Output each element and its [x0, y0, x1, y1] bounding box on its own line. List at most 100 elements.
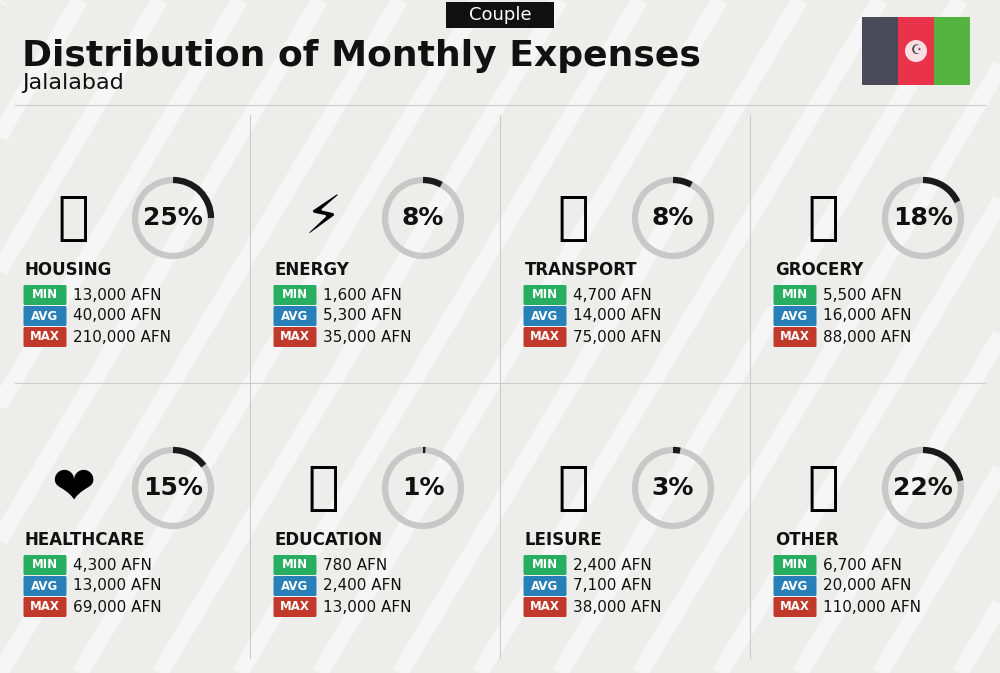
FancyBboxPatch shape [274, 597, 316, 617]
Text: HOUSING: HOUSING [25, 261, 112, 279]
Text: 🛍: 🛍 [557, 462, 589, 514]
Text: 13,000 AFN: 13,000 AFN [323, 600, 412, 614]
Text: MAX: MAX [30, 330, 60, 343]
Text: MAX: MAX [530, 330, 560, 343]
Text: AVG: AVG [781, 310, 809, 322]
Text: MIN: MIN [282, 559, 308, 571]
FancyBboxPatch shape [524, 285, 566, 305]
Text: 🛒: 🛒 [807, 192, 839, 244]
Text: MIN: MIN [532, 559, 558, 571]
FancyBboxPatch shape [24, 327, 66, 347]
Text: 210,000 AFN: 210,000 AFN [73, 330, 171, 345]
FancyBboxPatch shape [774, 597, 816, 617]
Text: ☪: ☪ [910, 44, 922, 57]
Text: 35,000 AFN: 35,000 AFN [323, 330, 412, 345]
Text: AVG: AVG [31, 310, 59, 322]
Text: 2,400 AFN: 2,400 AFN [573, 557, 652, 573]
Text: 3%: 3% [652, 476, 694, 500]
Text: 25%: 25% [143, 206, 203, 230]
Text: 4,700 AFN: 4,700 AFN [573, 287, 652, 302]
FancyBboxPatch shape [774, 285, 816, 305]
Text: 1,600 AFN: 1,600 AFN [323, 287, 402, 302]
Text: OTHER: OTHER [775, 531, 839, 549]
Text: MIN: MIN [282, 289, 308, 302]
Text: 14,000 AFN: 14,000 AFN [573, 308, 661, 324]
Text: LEISURE: LEISURE [525, 531, 603, 549]
FancyBboxPatch shape [898, 17, 934, 85]
FancyBboxPatch shape [24, 285, 66, 305]
Text: Couple: Couple [469, 6, 531, 24]
Text: MAX: MAX [280, 600, 310, 614]
Text: Distribution of Monthly Expenses: Distribution of Monthly Expenses [22, 39, 701, 73]
FancyBboxPatch shape [24, 306, 66, 326]
Text: 🎓: 🎓 [307, 462, 339, 514]
FancyBboxPatch shape [24, 576, 66, 596]
FancyBboxPatch shape [774, 555, 816, 575]
Text: 🚌: 🚌 [557, 192, 589, 244]
Text: MAX: MAX [280, 330, 310, 343]
Text: TRANSPORT: TRANSPORT [525, 261, 638, 279]
Text: 40,000 AFN: 40,000 AFN [73, 308, 161, 324]
Text: 22%: 22% [893, 476, 953, 500]
FancyBboxPatch shape [524, 555, 566, 575]
FancyBboxPatch shape [524, 597, 566, 617]
FancyBboxPatch shape [524, 327, 566, 347]
FancyBboxPatch shape [274, 285, 316, 305]
Text: AVG: AVG [531, 579, 559, 592]
Text: MIN: MIN [32, 559, 58, 571]
Text: 38,000 AFN: 38,000 AFN [573, 600, 662, 614]
Text: HEALTHCARE: HEALTHCARE [25, 531, 146, 549]
FancyBboxPatch shape [774, 327, 816, 347]
FancyBboxPatch shape [274, 555, 316, 575]
Text: 6,700 AFN: 6,700 AFN [823, 557, 902, 573]
Text: 13,000 AFN: 13,000 AFN [73, 579, 162, 594]
FancyBboxPatch shape [524, 306, 566, 326]
FancyBboxPatch shape [774, 306, 816, 326]
Text: Jalalabad: Jalalabad [22, 73, 124, 93]
Text: AVG: AVG [281, 579, 309, 592]
Text: 16,000 AFN: 16,000 AFN [823, 308, 912, 324]
Text: AVG: AVG [781, 579, 809, 592]
Text: 18%: 18% [893, 206, 953, 230]
Text: MIN: MIN [782, 289, 808, 302]
Text: 780 AFN: 780 AFN [323, 557, 387, 573]
Text: 4,300 AFN: 4,300 AFN [73, 557, 152, 573]
FancyBboxPatch shape [524, 576, 566, 596]
Text: 15%: 15% [143, 476, 203, 500]
Text: AVG: AVG [531, 310, 559, 322]
FancyBboxPatch shape [24, 555, 66, 575]
Text: 2,400 AFN: 2,400 AFN [323, 579, 402, 594]
Text: 110,000 AFN: 110,000 AFN [823, 600, 921, 614]
FancyBboxPatch shape [274, 576, 316, 596]
Text: 8%: 8% [402, 206, 444, 230]
Text: 🏢: 🏢 [57, 192, 89, 244]
Circle shape [905, 40, 927, 62]
FancyBboxPatch shape [274, 327, 316, 347]
Text: 75,000 AFN: 75,000 AFN [573, 330, 661, 345]
Text: 7,100 AFN: 7,100 AFN [573, 579, 652, 594]
FancyBboxPatch shape [24, 597, 66, 617]
Text: EDUCATION: EDUCATION [275, 531, 383, 549]
FancyBboxPatch shape [446, 2, 554, 28]
Text: 20,000 AFN: 20,000 AFN [823, 579, 911, 594]
Text: 13,000 AFN: 13,000 AFN [73, 287, 162, 302]
FancyBboxPatch shape [934, 17, 970, 85]
FancyBboxPatch shape [774, 576, 816, 596]
Text: ENERGY: ENERGY [275, 261, 350, 279]
Text: 88,000 AFN: 88,000 AFN [823, 330, 911, 345]
Text: MAX: MAX [780, 600, 810, 614]
Text: MIN: MIN [532, 289, 558, 302]
Text: ❤: ❤ [51, 462, 95, 514]
Text: AVG: AVG [31, 579, 59, 592]
Text: 1%: 1% [402, 476, 444, 500]
Text: 8%: 8% [652, 206, 694, 230]
Text: AVG: AVG [281, 310, 309, 322]
Text: GROCERY: GROCERY [775, 261, 863, 279]
Text: ⚡: ⚡ [304, 192, 342, 244]
Text: 69,000 AFN: 69,000 AFN [73, 600, 162, 614]
Text: MAX: MAX [30, 600, 60, 614]
Text: 5,300 AFN: 5,300 AFN [323, 308, 402, 324]
Text: MAX: MAX [780, 330, 810, 343]
Text: 💰: 💰 [807, 462, 839, 514]
Text: MIN: MIN [32, 289, 58, 302]
